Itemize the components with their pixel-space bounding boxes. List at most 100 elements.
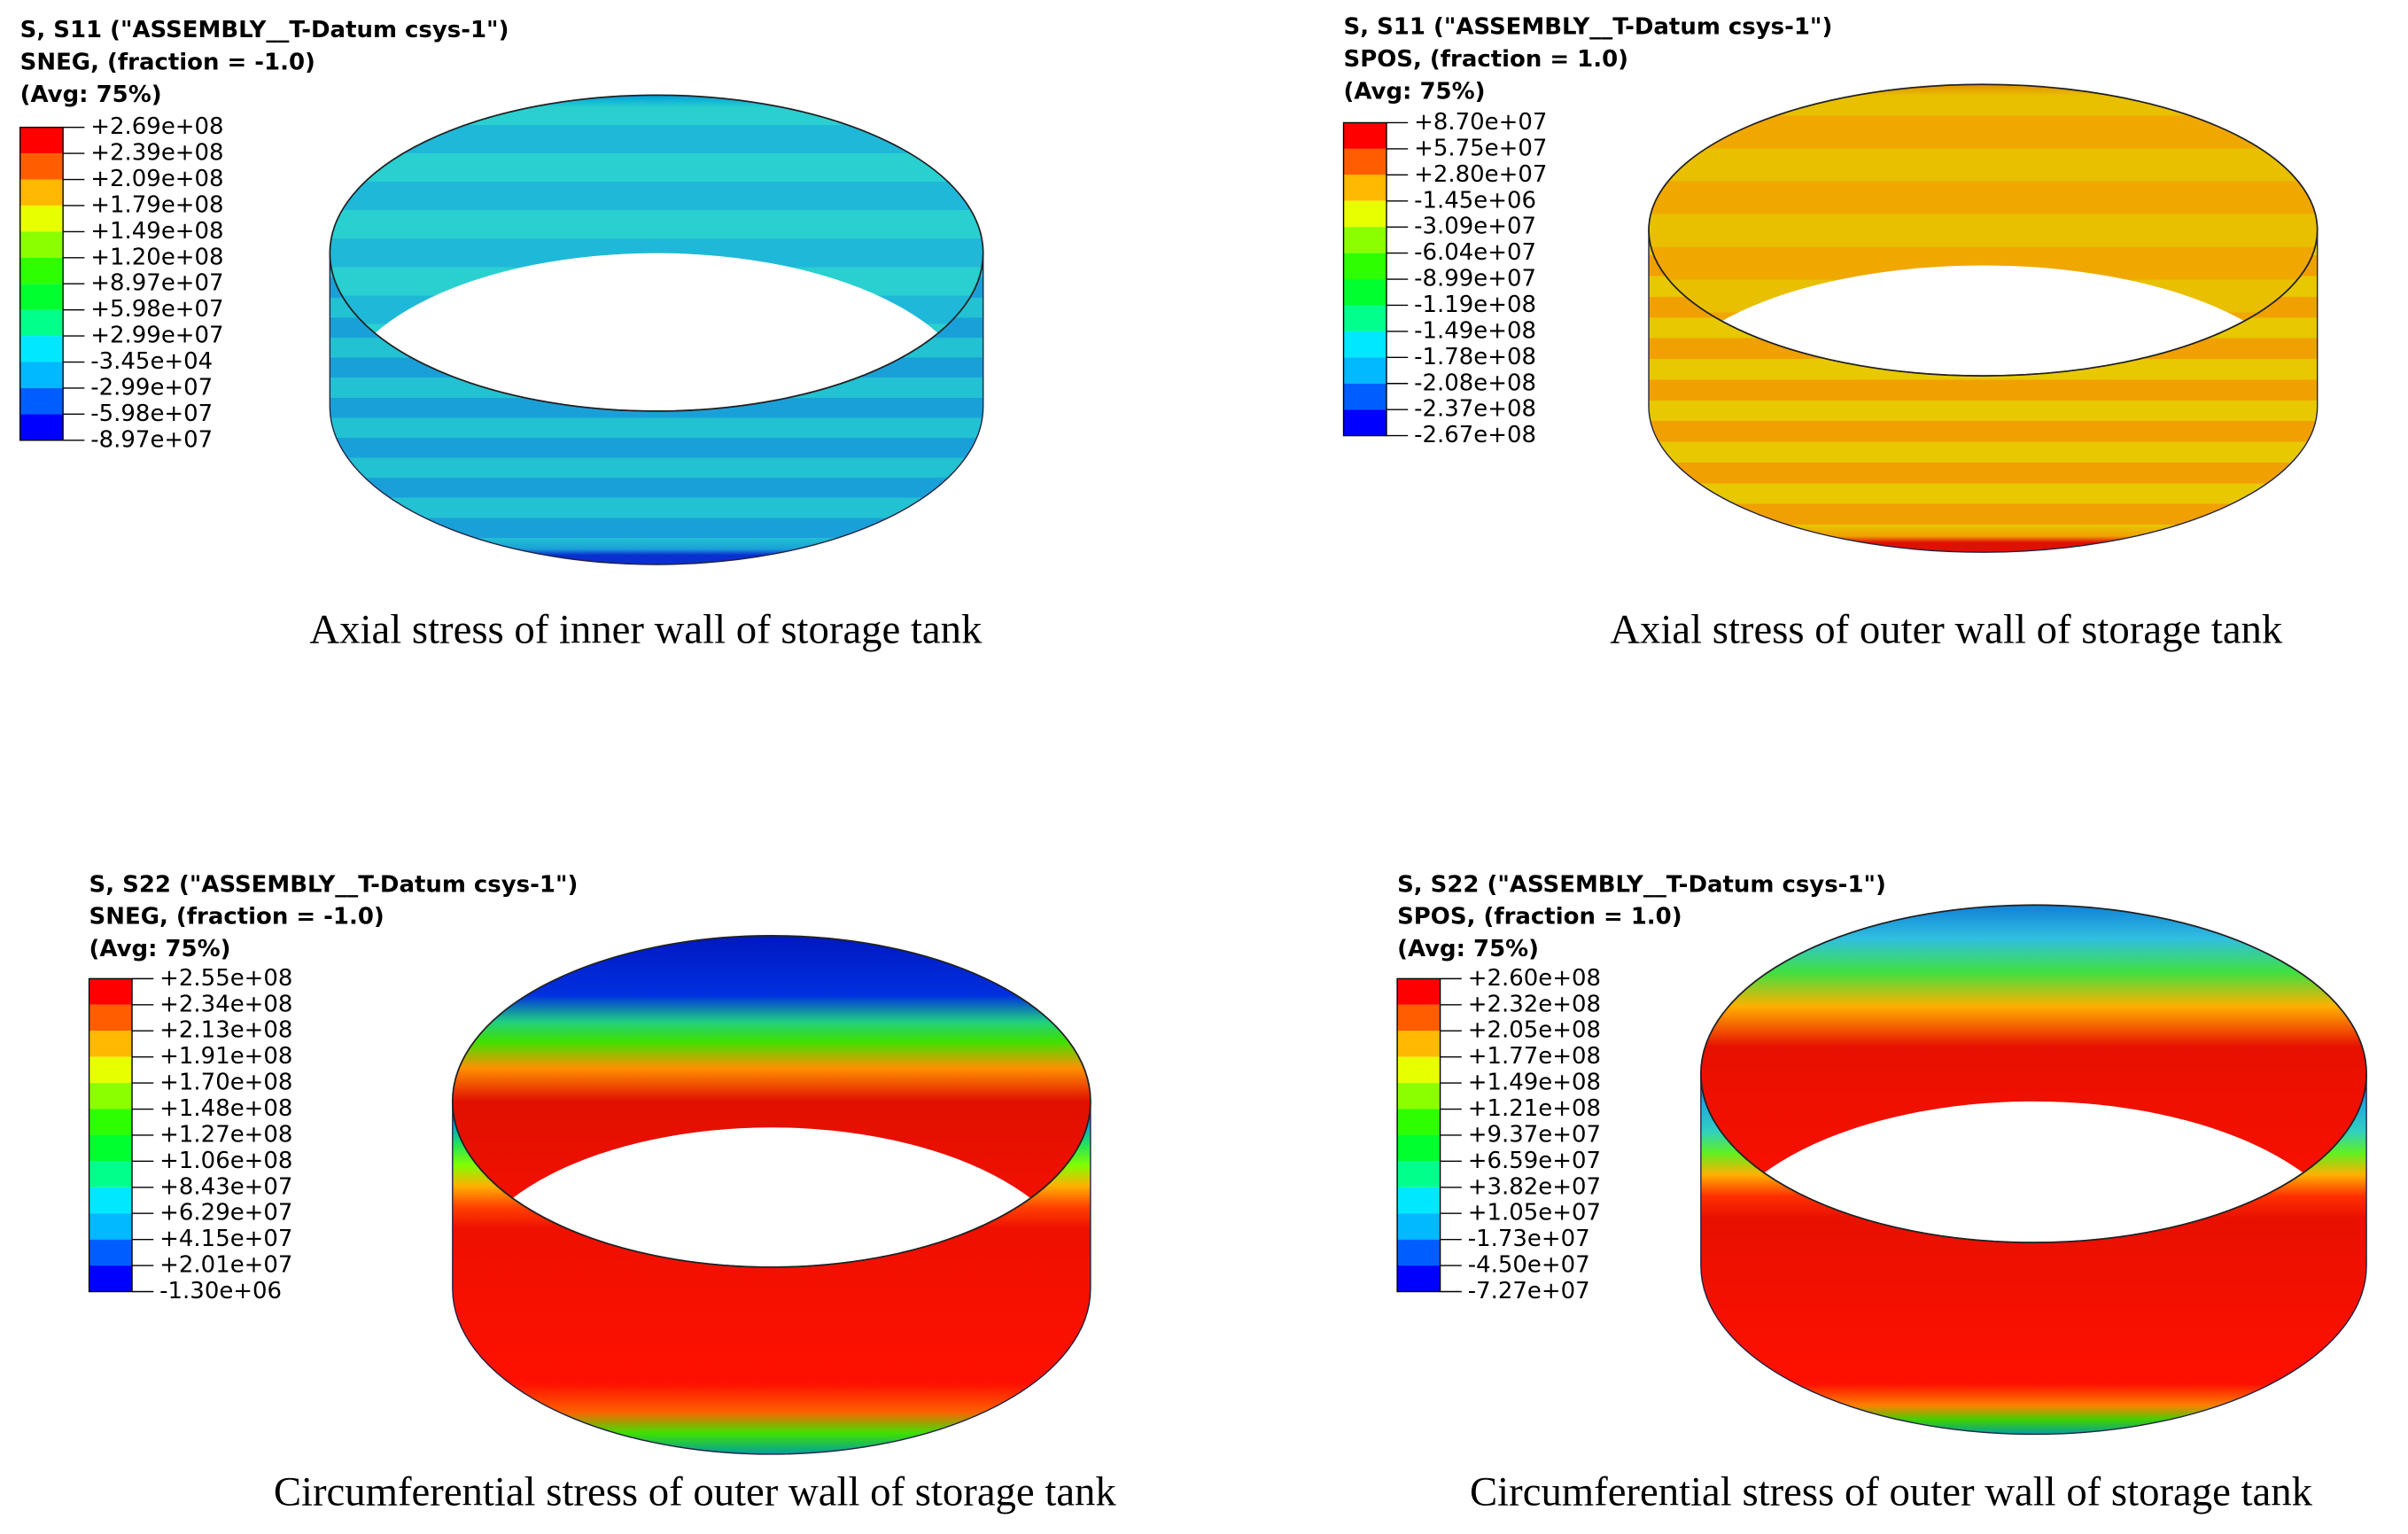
legend-swatch: [1397, 1187, 1441, 1214]
legend-swatch: [19, 153, 64, 180]
legend-swatch: [19, 231, 64, 258]
legend-label: +6.59e+07: [1468, 1148, 1601, 1174]
caption: Circumferential stress of outer wall of …: [274, 1468, 1117, 1515]
tank-rim: [329, 94, 984, 412]
legend-swatch: [1343, 253, 1387, 280]
legend-label: -2.37e+08: [1414, 396, 1536, 423]
tank-rim: [451, 935, 1091, 1268]
legend-label: -7.27e+07: [1468, 1278, 1590, 1304]
legend-label: +1.27e+08: [159, 1121, 292, 1148]
legend-swatch: [89, 1031, 133, 1057]
legend-label: -1.45e+06: [1414, 187, 1536, 214]
legend-header: (Avg: 75%): [89, 936, 231, 962]
legend-label: +2.01e+07: [159, 1252, 292, 1279]
caption: Axial stress of outer wall of storage ta…: [1610, 607, 2283, 653]
legend-swatch: [1397, 1056, 1441, 1084]
legend-label: +2.55e+08: [159, 965, 292, 992]
legend-label: +1.49e+08: [1468, 1070, 1601, 1096]
legend-swatch: [19, 414, 64, 440]
caption: Circumferential stress of outer wall of …: [1470, 1468, 2313, 1515]
legend-header: (Avg: 75%): [1344, 78, 1486, 105]
legend-label: +1.70e+08: [159, 1070, 292, 1096]
legend-swatch: [1343, 200, 1387, 228]
legend-header: S, S22 ("ASSEMBLY__T-Datum csys-1"): [89, 871, 579, 898]
tank-rim: [1699, 904, 2367, 1243]
legend-swatch: [1397, 978, 1441, 1005]
legend-label: +1.48e+08: [159, 1095, 292, 1122]
legend-swatch: [19, 179, 64, 206]
legend-label: -8.97e+07: [90, 426, 213, 453]
legend-swatch: [19, 257, 64, 284]
legend-swatch: [89, 1083, 133, 1110]
legend-label: +1.91e+08: [159, 1043, 292, 1070]
legend-swatch: [19, 336, 64, 362]
legend-label: +5.75e+07: [1414, 135, 1547, 161]
legend-label: -1.49e+08: [1414, 317, 1536, 344]
legend-header: SPOS, (fraction = 1.0): [1344, 46, 1628, 73]
legend-swatch: [1343, 357, 1387, 384]
legend-swatch: [19, 205, 64, 232]
legend-swatch: [1343, 305, 1387, 331]
legend-label: -1.78e+08: [1414, 344, 1536, 370]
legend-label: +9.37e+07: [1468, 1121, 1601, 1148]
legend-label: -2.08e+08: [1414, 370, 1536, 396]
panel: S, S11 ("ASSEMBLY__T-Datum csys-1") SPOS,…: [1342, 14, 2319, 653]
caption: Axial stress of inner wall of storage ta…: [309, 607, 983, 653]
legend-swatch: [1397, 1265, 1441, 1292]
legend-label: +3.82e+07: [1468, 1173, 1601, 1200]
legend-label: +2.09e+08: [90, 166, 223, 192]
legend-label: +2.34e+08: [159, 991, 292, 1017]
legend-swatch: [1397, 1213, 1441, 1240]
legend-header: (Avg: 75%): [20, 82, 162, 108]
legend-label: +5.98e+07: [90, 296, 223, 323]
legend-header: S, S22 ("ASSEMBLY__T-Datum csys-1"): [1397, 871, 1886, 898]
legend-header: SPOS, (fraction = 1.0): [1397, 904, 1682, 931]
legend-swatch: [1397, 1031, 1441, 1057]
legend-swatch: [1343, 383, 1387, 410]
panel: S, S22 ("ASSEMBLY__T-Datum csys-1") SPOS,…: [1396, 871, 2367, 1515]
legend-header: SNEG, (fraction = -1.0): [89, 904, 385, 931]
legend-swatch: [89, 1109, 133, 1135]
legend-label: -2.67e+08: [1414, 422, 1536, 448]
legend-label: -8.99e+07: [1414, 266, 1536, 292]
legend-label: +1.05e+07: [1468, 1200, 1601, 1226]
legend-swatch: [1397, 1134, 1441, 1162]
panel: S, S11 ("ASSEMBLY__T-Datum csys-1") SNEG,…: [19, 17, 984, 653]
legend-swatch: [89, 1265, 133, 1292]
legend-label: +8.43e+07: [159, 1173, 292, 1200]
tank-rim: [1648, 83, 2319, 377]
legend-swatch: [89, 978, 133, 1005]
legend-label: +2.13e+08: [159, 1017, 292, 1044]
legend-label: -1.30e+06: [159, 1278, 282, 1304]
legend-swatch: [1343, 409, 1387, 436]
legend-swatch: [1397, 1004, 1441, 1032]
tank-floor: [336, 253, 977, 411]
legend-swatch: [1343, 122, 1387, 149]
legend-label: +6.29e+07: [159, 1200, 292, 1226]
legend-label: +8.97e+07: [90, 270, 223, 297]
legend-swatch: [89, 1134, 133, 1162]
legend-swatch: [1343, 148, 1387, 175]
legend-label: +1.21e+08: [1468, 1095, 1601, 1122]
legend-header: (Avg: 75%): [1397, 936, 1539, 962]
legend-swatch: [89, 1004, 133, 1032]
legend-label: +2.69e+08: [90, 113, 223, 140]
tank-floor: [1706, 1101, 2361, 1243]
legend-label: +4.15e+07: [159, 1226, 292, 1252]
legend-swatch: [89, 1239, 133, 1266]
legend-swatch: [89, 1213, 133, 1240]
legend-swatch: [1343, 227, 1387, 253]
legend-label: -4.50e+07: [1468, 1252, 1590, 1279]
legend-swatch: [19, 127, 64, 154]
legend-swatch: [89, 1161, 133, 1187]
legend-label: +1.06e+08: [159, 1148, 292, 1174]
legend-swatch: [19, 284, 64, 310]
legend-label: -5.98e+07: [90, 401, 213, 427]
legend-swatch: [1397, 1161, 1441, 1187]
legend-swatch: [1343, 331, 1387, 358]
legend-label: -3.45e+04: [90, 348, 213, 375]
legend-label: -6.04e+07: [1414, 239, 1536, 266]
tank-floor: [458, 1127, 1084, 1267]
legend-label: +2.05e+08: [1468, 1017, 1601, 1044]
